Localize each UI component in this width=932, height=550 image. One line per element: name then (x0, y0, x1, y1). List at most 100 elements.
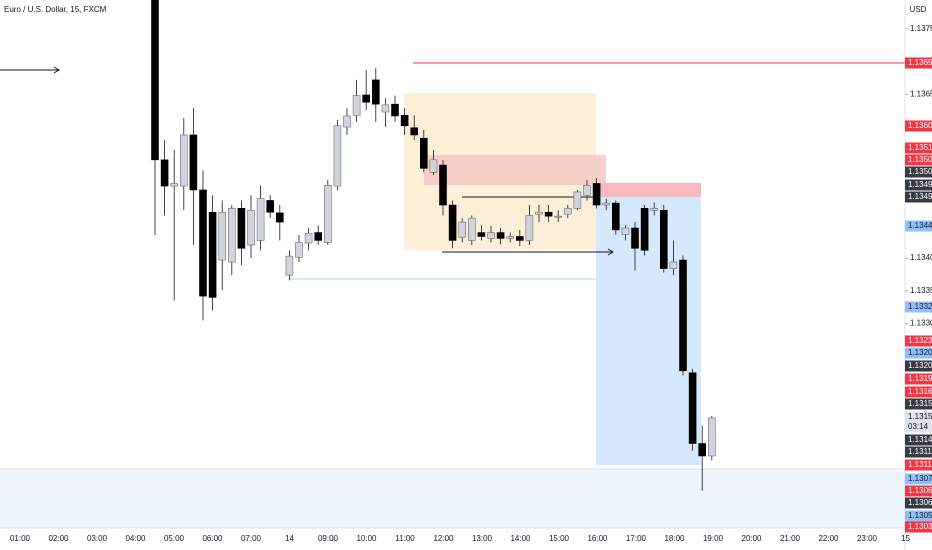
candle-body (352, 95, 361, 116)
candle-body (487, 232, 495, 239)
price-tag (905, 398, 932, 410)
price-tag (905, 335, 932, 347)
x-tick-label: 03:00 (87, 534, 108, 543)
y-tick-label: 1.13350 (910, 286, 932, 295)
y-tick-label: 1.13750 (910, 24, 932, 33)
price-tag (905, 421, 932, 433)
price-tag-label: 1.13698 (908, 58, 932, 67)
price-tag-label: 03:14 (908, 422, 929, 431)
candle-body (275, 212, 284, 223)
price-tag (905, 179, 932, 191)
chart-title: Euro / U.S. Dollar, 15, FXCM (4, 5, 107, 14)
candle-body (621, 227, 630, 235)
candle-body (304, 232, 313, 244)
x-tick-label: 15 (901, 534, 910, 543)
candle-body (343, 115, 351, 128)
candle-body (573, 191, 582, 209)
price-tag (905, 120, 932, 132)
arrow-head (53, 66, 60, 74)
price-tag-label: 1.13507 (908, 167, 932, 176)
price-tag-label: 1.13239 (908, 336, 932, 345)
x-tick-label: 23:00 (857, 534, 878, 543)
price-tag (905, 57, 932, 69)
candle-body (602, 202, 611, 206)
candle-body (611, 202, 620, 231)
candle-body (467, 217, 476, 241)
x-tick-label: 11:00 (395, 534, 415, 543)
candle-body (381, 104, 390, 113)
arrow-head (607, 248, 614, 256)
x-tick-label: 22:00 (818, 534, 839, 543)
x-tick-label: 17:00 (626, 534, 647, 543)
price-tag-label: 1.13142 (908, 435, 932, 444)
candle-body (228, 208, 236, 263)
candle-body (333, 125, 342, 187)
candle-body (688, 372, 697, 444)
candle-body (592, 183, 601, 206)
candle-body (160, 159, 169, 187)
candle-body (429, 159, 438, 173)
candle-body (247, 209, 255, 246)
currency-label: USD (910, 5, 927, 14)
candle-body (659, 209, 668, 269)
price-tag (905, 166, 932, 178)
candle-body (419, 137, 428, 169)
candle-body (323, 185, 332, 243)
candle-body (448, 204, 457, 241)
x-tick-label: 02:00 (48, 534, 69, 543)
price-tag-label: 1.13115 (908, 447, 932, 456)
price-tag (905, 459, 932, 471)
x-tick-label: 20:00 (741, 534, 762, 543)
candle-body (295, 242, 303, 258)
x-tick-label: 12:00 (433, 534, 454, 543)
price-tag (905, 521, 932, 533)
candle-body (698, 443, 707, 457)
price-tag (905, 301, 932, 313)
price-tag-label: 1.13207 (908, 348, 932, 357)
x-tick-label: 06:00 (202, 534, 223, 543)
x-tick-label: 07:00 (241, 534, 262, 543)
price-tag (905, 347, 932, 359)
candle-body (525, 215, 534, 241)
y-tick-label: 1.13400 (910, 253, 932, 262)
candle-body (506, 236, 515, 239)
x-tick-label: 04:00 (125, 534, 146, 543)
price-tag (905, 434, 932, 446)
candle-body (391, 103, 399, 117)
y-tick-label: 1.13300 (910, 319, 932, 328)
price-tag-label: 1.13065 (908, 486, 932, 495)
candle-body (477, 232, 486, 237)
candle-body (218, 211, 226, 261)
candle-body (458, 221, 467, 238)
candle-body (410, 127, 419, 136)
candle-body (362, 94, 371, 103)
stop-box (596, 183, 701, 197)
price-tag-label: 1.13050 (908, 511, 932, 520)
price-tag-label: 1.13507 (908, 155, 932, 164)
price-tag-label: 1.13038 (908, 522, 932, 531)
price-tag (905, 220, 932, 232)
x-tick-label: 10:00 (356, 534, 377, 543)
candle-body (679, 259, 687, 372)
candle-body (285, 255, 294, 276)
price-tag (905, 485, 932, 497)
candle-body (237, 208, 246, 249)
candle-body (189, 134, 198, 191)
candle-body (170, 183, 178, 187)
price-tag (905, 446, 932, 458)
x-tick-label: 18:00 (664, 534, 685, 543)
x-tick-label: 09:00 (318, 534, 339, 543)
candle-body (208, 211, 217, 298)
price-tag (905, 497, 932, 509)
price-tag-label: 1.13064 (908, 498, 932, 507)
demand-zone (0, 469, 905, 528)
price-tag-label: 1.13448 (908, 221, 932, 230)
price-tag-label: 1.13153 (908, 399, 932, 408)
price-tag-label: 1.13152 (908, 412, 932, 421)
x-tick-label: 14 (285, 534, 294, 543)
candle-body (515, 236, 524, 241)
